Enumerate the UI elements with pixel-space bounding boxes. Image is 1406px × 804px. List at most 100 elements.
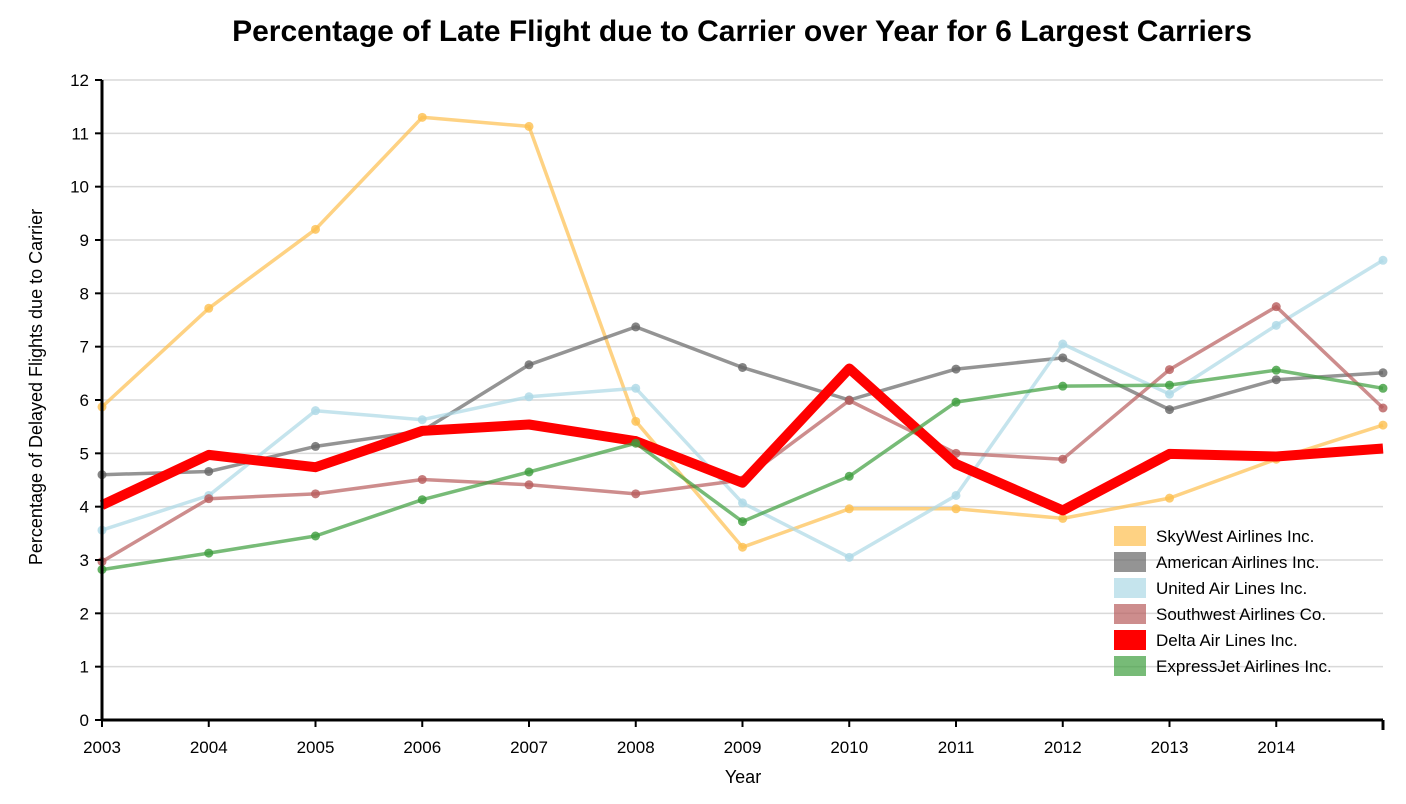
data-point-skywest-airlines-inc [417,112,427,122]
data-point-american-airlines-inc [524,360,534,370]
data-point-southwest-airlines-co [1271,302,1281,312]
data-point-american-airlines-inc [1058,353,1068,363]
data-point-american-airlines-inc [1271,375,1281,385]
data-point-expressjet-airlines-inc [311,531,320,541]
data-point-united-air-lines-inc [1378,255,1388,265]
x-axis-label: Year [725,767,761,787]
data-point-united-air-lines-inc [1058,339,1068,349]
y-tick-label: 1 [80,658,89,677]
legend-label: ExpressJet Airlines Inc. [1156,657,1332,676]
data-point-expressjet-airlines-inc [1271,365,1281,375]
data-point-united-air-lines-inc [738,498,747,508]
series-skywest-airlines-inc [97,112,1388,552]
data-point-american-airlines-inc [204,466,214,476]
x-tick-label: 2009 [724,738,762,757]
data-point-southwest-airlines-co [417,474,427,484]
y-tick-label: 4 [80,498,89,517]
y-axis-label: Percentage of Delayed Flights due to Car… [26,209,46,565]
data-point-american-airlines-inc [951,364,961,374]
series-expressjet-airlines-inc [97,365,1388,575]
chart-title: Percentage of Late Flight due to Carrier… [232,15,1252,48]
y-tick-label: 2 [80,604,89,623]
y-tick-label: 6 [80,391,89,410]
data-point-united-air-lines-inc [844,552,854,562]
data-point-expressjet-airlines-inc [951,397,961,407]
data-point-skywest-airlines-inc [951,504,961,514]
data-point-united-air-lines-inc [417,415,427,425]
legend-label: American Airlines Inc. [1156,553,1319,572]
x-tick-label: 2007 [510,738,548,757]
y-tick-label: 9 [80,231,89,250]
data-point-southwest-airlines-co [204,494,214,504]
x-tick-label: 2012 [1044,738,1082,757]
data-point-skywest-airlines-inc [524,121,534,131]
data-point-skywest-airlines-inc [1165,493,1174,503]
data-point-expressjet-airlines-inc [1058,381,1068,391]
data-point-expressjet-airlines-inc [844,471,854,481]
series-united-air-lines-inc [97,255,1388,562]
data-point-expressjet-airlines-inc [524,467,534,477]
legend-label: Delta Air Lines Inc. [1156,631,1298,650]
data-point-southwest-airlines-co [1165,365,1174,375]
legend-swatch [1114,630,1146,650]
data-point-expressjet-airlines-inc [1378,383,1388,393]
data-point-expressjet-airlines-inc [417,495,427,505]
y-tick-label: 11 [71,124,89,143]
data-point-southwest-airlines-co [1058,454,1068,464]
y-tick-label: 10 [70,178,89,197]
x-tick-label: 2013 [1151,738,1189,757]
y-tick-label: 12 [70,71,89,90]
data-point-skywest-airlines-inc [311,224,320,234]
series-layer [97,112,1388,575]
data-point-expressjet-airlines-inc [204,548,214,558]
data-point-united-air-lines-inc [1271,320,1281,330]
data-point-southwest-airlines-co [1378,403,1388,413]
data-point-american-airlines-inc [1378,368,1388,378]
data-point-expressjet-airlines-inc [1165,380,1174,390]
data-point-united-air-lines-inc [311,406,320,416]
legend-label: Southwest Airlines Co. [1156,605,1326,624]
data-point-united-air-lines-inc [631,383,641,393]
data-point-expressjet-airlines-inc [738,517,747,527]
legend-label: SkyWest Airlines Inc. [1156,527,1314,546]
x-tick-label: 2004 [190,738,228,757]
grid [102,79,1383,668]
data-point-southwest-airlines-co [524,480,534,490]
x-tick-label: 2006 [403,738,441,757]
legend-swatch [1114,552,1146,572]
y-tick-label: 0 [80,711,89,730]
data-point-skywest-airlines-inc [1058,513,1068,523]
x-tick-label: 2005 [297,738,335,757]
data-point-skywest-airlines-inc [204,303,214,313]
data-point-southwest-airlines-co [631,489,641,499]
data-point-skywest-airlines-inc [631,416,641,426]
data-point-skywest-airlines-inc [1378,420,1388,430]
data-point-united-air-lines-inc [524,392,534,402]
data-point-american-airlines-inc [738,362,747,372]
x-tick-label: 2011 [938,738,975,757]
legend: SkyWest Airlines Inc. American Airlines I… [1114,526,1332,676]
data-point-american-airlines-inc [631,322,641,332]
y-tick-label: 8 [80,284,89,303]
legend-label: United Air Lines Inc. [1156,579,1307,598]
legend-swatch [1114,526,1146,546]
data-point-southwest-airlines-co [844,396,854,406]
x-tick-label: 2010 [830,738,868,757]
data-point-united-air-lines-inc [951,490,961,500]
x-tick-label: 2008 [617,738,655,757]
data-point-american-airlines-inc [311,441,320,451]
data-point-american-airlines-inc [1165,405,1174,415]
data-point-expressjet-airlines-inc [631,438,641,448]
series-delta-air-lines-inc [99,363,1384,516]
y-tick-label: 3 [80,551,89,570]
y-tick-label: 7 [80,338,89,357]
series-line-delta-air-lines-inc [99,363,1384,516]
x-tick-label: 2014 [1257,738,1295,757]
legend-swatch [1114,604,1146,624]
y-tick-label: 5 [80,444,89,463]
series-line-united-air-lines-inc [101,258,1384,560]
data-point-skywest-airlines-inc [738,542,747,552]
legend-swatch [1114,578,1146,598]
